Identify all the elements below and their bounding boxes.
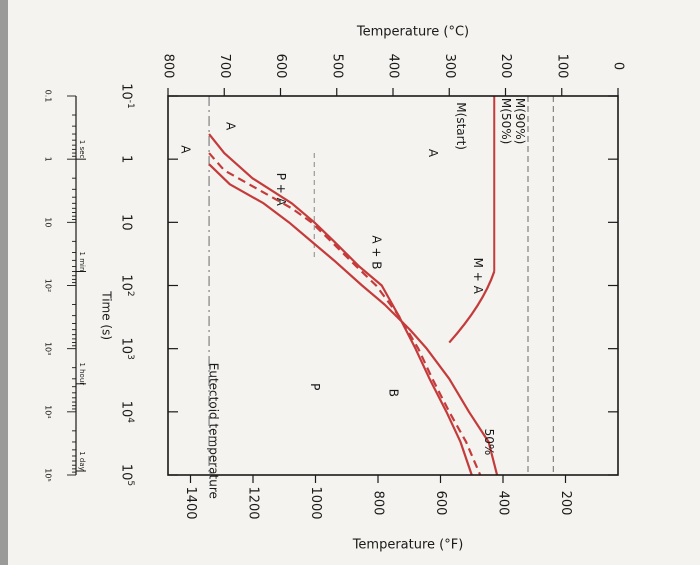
annotation: P + A: [274, 173, 288, 207]
ruler-tick-label: 10⁵: [44, 468, 53, 481]
curve-finish: [208, 163, 499, 476]
fahrenheit-tick-label: 200: [558, 491, 573, 516]
annotation: A: [426, 149, 440, 158]
annotation: A: [223, 122, 237, 131]
celsius-tick-label: 300: [442, 54, 457, 79]
time-tick-exponent: 3: [126, 354, 136, 360]
celsius-axis-title: Temperature (°C): [356, 25, 469, 40]
celsius-tick-label: 200: [498, 54, 513, 79]
ruler-tick-label: 10⁴: [44, 405, 53, 418]
celsius-tick-label: 800: [161, 54, 176, 79]
celsius-tick-label: 500: [329, 54, 344, 79]
ruler-marker-label: 1 min: [78, 252, 86, 272]
annotation: A: [178, 145, 192, 154]
ruler-tick-label: 10: [44, 217, 53, 227]
time-tick-exponent: 5: [126, 480, 136, 486]
annotation: Eutectoid temperature: [207, 363, 221, 499]
annotation: B: [387, 389, 401, 397]
annotation: M(50%): [499, 98, 513, 144]
annotation: M + A: [471, 258, 485, 295]
curve-start: [208, 133, 473, 476]
ruler-tick-label: 10²: [44, 279, 53, 292]
annotation: 50%: [482, 429, 496, 456]
annotation: A + B: [370, 235, 384, 269]
time-tick-exponent: 4: [126, 417, 136, 423]
celsius-tick-label: 600: [273, 54, 288, 79]
fahrenheit-axis-title: Temperature (°F): [352, 538, 464, 553]
time-tick-label-text: 10: [119, 214, 134, 231]
fahrenheit-tick-label: 800: [371, 491, 386, 516]
time-axis-title: Time (s): [100, 290, 114, 340]
celsius-tick-label: 100: [554, 54, 569, 79]
annotation: M(90%): [513, 98, 527, 144]
ruler-tick-label: 0.1: [44, 90, 53, 103]
ruler-tick-label: 10³: [44, 342, 53, 355]
time-tick-exponent: -1: [126, 100, 136, 109]
fahrenheit-tick-label: 600: [433, 491, 448, 516]
time-tick-exponent: 2: [126, 291, 136, 297]
annotation: M(start): [454, 102, 468, 150]
fahrenheit-tick-label: 1400: [183, 486, 198, 519]
time-tick-label: 10: [119, 214, 134, 231]
paper-sheet: [8, 0, 700, 565]
fahrenheit-tick-label: 400: [496, 491, 511, 516]
time-tick-label: 1: [119, 155, 134, 163]
ruler-tick-label: 1: [44, 157, 53, 162]
celsius-tick-label: 400: [386, 54, 401, 79]
ruler-marker-label: 1 day: [78, 451, 86, 471]
curve-50-: [208, 152, 482, 476]
fahrenheit-tick-label: 1000: [308, 486, 323, 519]
ttt-diagram: 0 100 200 300 400 500 600 700 800 Temperature (°C…: [8, 0, 700, 565]
annotation: P: [308, 383, 322, 390]
time-tick-label-text: 1: [119, 155, 134, 163]
celsius-tick-label: 700: [217, 54, 232, 79]
celsius-tick-label: 0: [611, 62, 626, 70]
ruler-marker-label: 1 sec: [78, 140, 86, 159]
ruler-marker-label: 1 hour: [78, 362, 86, 385]
bainite-start-bay: [448, 271, 496, 344]
fahrenheit-tick-label: 1200: [246, 486, 261, 519]
